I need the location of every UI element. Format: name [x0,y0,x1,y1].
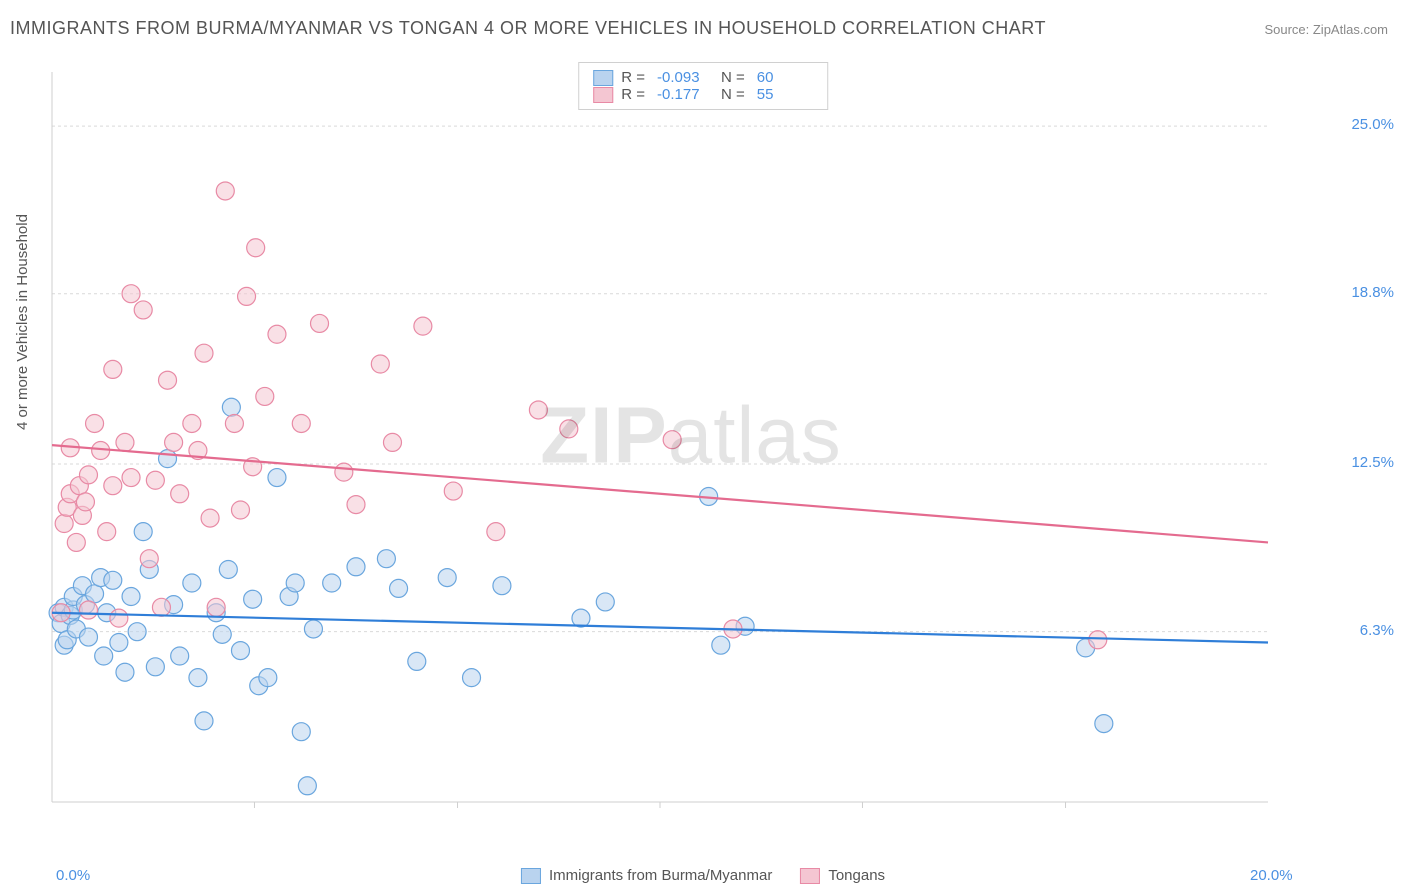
n-label: N = [721,86,745,103]
swatch-tongan-icon [800,868,820,884]
legend-label-burma: Immigrants from Burma/Myanmar [549,867,772,884]
x-tick-label-min: 0.0% [56,867,90,884]
y-tick-label-0: 6.3% [1360,622,1394,639]
n-label: N = [721,69,745,86]
y-tick-label-3: 25.0% [1351,116,1394,133]
r-value-tongan: -0.177 [657,86,713,103]
swatch-burma-icon [521,868,541,884]
legend-row-burma: R = -0.093 N = 60 [593,69,813,86]
swatch-tongan [593,87,613,103]
r-value-burma: -0.093 [657,69,713,86]
legend-item-tongan: Tongans [800,867,885,884]
n-value-burma: 60 [757,69,813,86]
scatter-plot [48,60,1334,820]
legend-label-tongan: Tongans [828,867,885,884]
n-value-tongan: 55 [757,86,813,103]
source-attribution: Source: ZipAtlas.com [1264,22,1388,37]
y-axis-label: 4 or more Vehicles in Household [14,214,31,430]
r-label: R = [621,69,645,86]
x-tick-label-max: 20.0% [1250,867,1293,884]
y-tick-label-1: 12.5% [1351,454,1394,471]
series-legend: Immigrants from Burma/Myanmar Tongans [521,867,885,884]
y-tick-label-2: 18.8% [1351,284,1394,301]
r-label: R = [621,86,645,103]
chart-area: ZIPatlas [48,60,1334,820]
swatch-burma [593,70,613,86]
legend-row-tongan: R = -0.177 N = 55 [593,86,813,103]
correlation-legend: R = -0.093 N = 60 R = -0.177 N = 55 [578,62,828,110]
legend-item-burma: Immigrants from Burma/Myanmar [521,867,772,884]
chart-title: IMMIGRANTS FROM BURMA/MYANMAR VS TONGAN … [10,18,1046,39]
